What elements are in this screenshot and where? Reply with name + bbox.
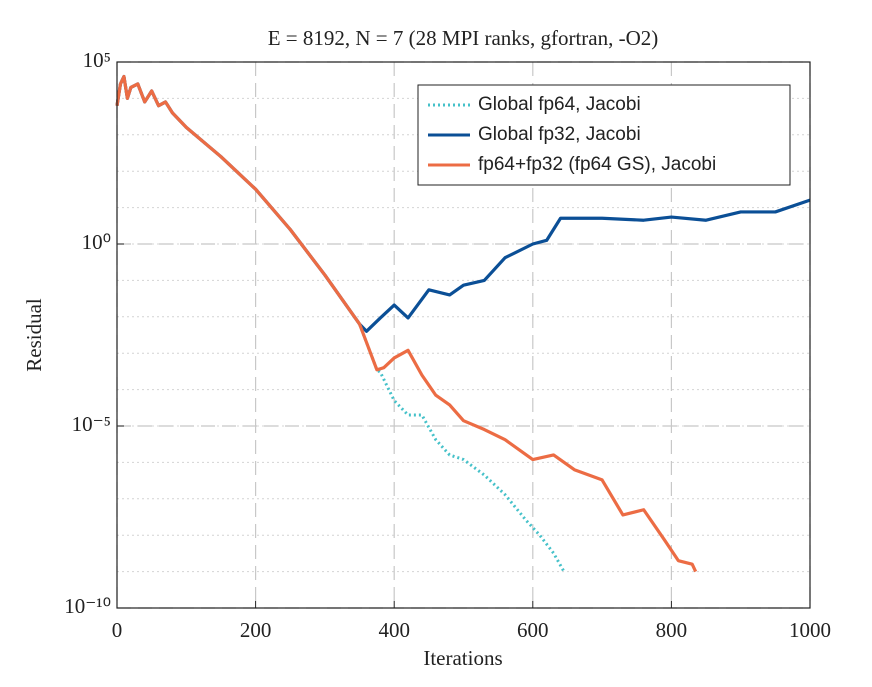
legend: Global fp64, Jacobi Global fp32, Jacobi fp… <box>417 84 791 186</box>
plot-frame <box>116 61 811 609</box>
y-tick-label: 10⁻¹⁰ <box>64 594 111 618</box>
x-tick-label: 600 <box>517 618 549 642</box>
x-tick-label: 0 <box>112 618 123 642</box>
y-tick-label: 10⁰ <box>82 230 111 254</box>
legend-label: Global fp64, Jacobi <box>478 94 641 115</box>
legend-label: fp64+fp32 (fp64 GS), Jacobi <box>478 154 716 175</box>
legend-box <box>417 84 791 186</box>
y-tick-label: 10⁻⁵ <box>72 412 111 436</box>
y-axis-label: Residual <box>22 298 46 372</box>
data-line <box>115 74 698 573</box>
x-tick-label: 800 <box>656 618 688 642</box>
legend-label: Global fp32, Jacobi <box>478 124 641 145</box>
chart-title: E = 8192, N = 7 (28 MPI ranks, gfortran,… <box>268 26 659 50</box>
x-tick-label: 400 <box>378 618 410 642</box>
y-tick-label: 10⁵ <box>83 48 111 72</box>
x-tick-label: 200 <box>240 618 272 642</box>
x-axis-label: Iterations <box>423 646 502 670</box>
x-tick-label: 1000 <box>789 618 831 642</box>
